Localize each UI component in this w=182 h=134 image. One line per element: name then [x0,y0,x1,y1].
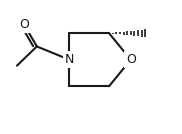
Text: N: N [65,53,74,66]
Text: O: O [126,53,136,66]
Text: O: O [19,18,29,31]
